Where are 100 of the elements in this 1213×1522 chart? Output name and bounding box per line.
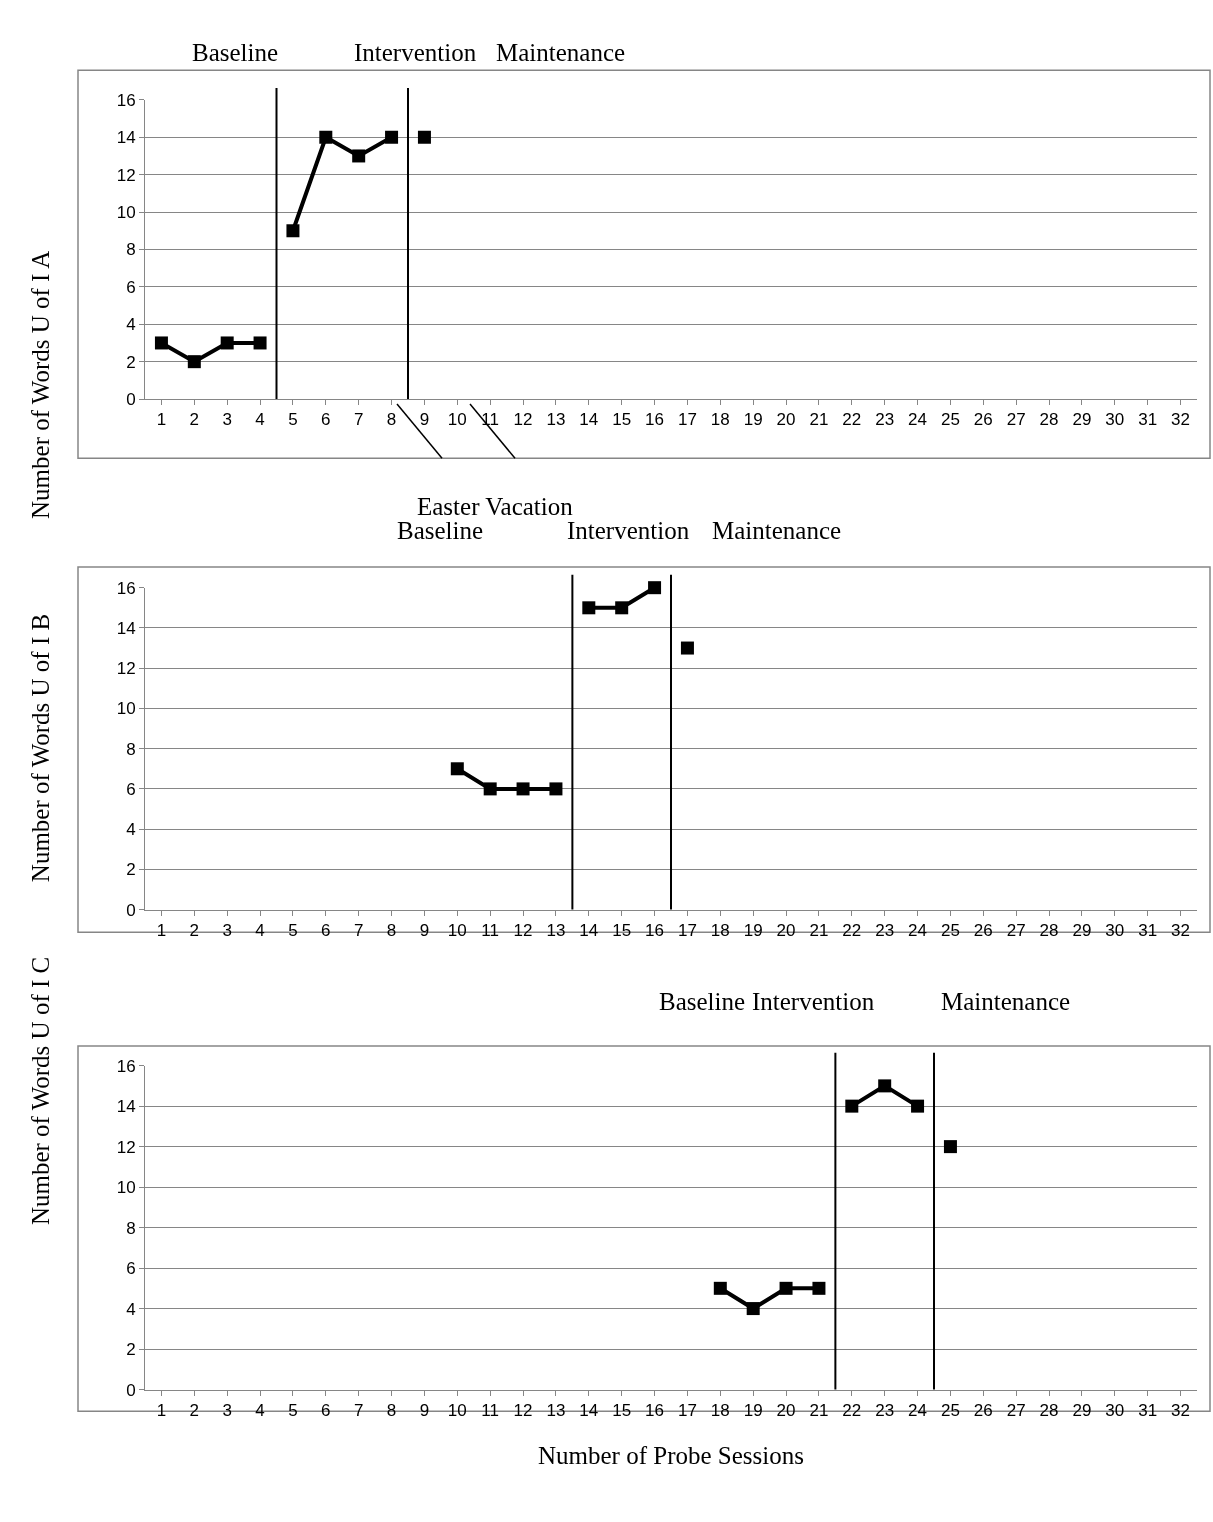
point [878,1079,892,1093]
point [615,601,629,615]
y-tick-label: 16 [116,1056,136,1076]
x-tick-label: 32 [1171,1400,1191,1420]
point [911,1099,925,1113]
y-tick-label: 6 [126,1259,136,1279]
x-tick-label: 31 [1138,1400,1158,1420]
x-tick-label: 21 [809,410,829,430]
x-tick-label: 1 [156,1400,167,1420]
x-tick-label: 25 [940,1400,960,1420]
point [943,1140,957,1154]
x-tick-label: 10 [447,921,467,941]
x-tick-label: 12 [513,410,533,430]
y-axis-title: Number of Words U of I A [27,250,55,519]
x-tick-label: 4 [255,410,265,430]
y-tick-label: 8 [126,240,136,260]
x-tick-label: 13 [546,410,566,430]
y-tick-label: 16 [116,578,136,598]
x-tick-label: 17 [677,921,697,941]
point [352,149,366,163]
x-tick-label: 13 [546,921,566,941]
text: Baseline [397,517,484,544]
y-tick-label: 10 [116,203,136,223]
point [187,355,201,369]
text: Intervention [752,988,875,1015]
x-tick-label: 5 [288,1400,298,1420]
x-tick-label: 15 [612,1400,632,1420]
x-tick-label: 32 [1171,921,1191,941]
text: Intervention [354,39,477,66]
point [713,1281,727,1295]
y-tick-label: 2 [126,860,136,880]
y-tick-label: 12 [116,659,136,679]
point [154,336,168,350]
x-tick-label: 30 [1105,921,1125,941]
x-tick-label: 28 [1039,1400,1059,1420]
x-tick-label: 2 [189,1400,200,1420]
x-axis-title: Number of Probe Sessions [538,1442,804,1469]
x-tick-label: 21 [809,1400,829,1420]
x-tick-label: 6 [321,1400,331,1420]
x-tick-label: 24 [908,1400,928,1420]
point [417,130,431,144]
x-tick-label: 5 [288,410,298,430]
point [385,130,399,144]
x-tick-label: 2 [189,410,200,430]
x-tick-label: 18 [710,921,730,941]
y-tick-label: 4 [126,315,136,335]
x-tick-label: 16 [645,1400,665,1420]
text: Baseline [192,39,279,66]
y-tick-label: 10 [116,1178,136,1198]
x-tick-label: 15 [612,410,632,430]
x-tick-label: 24 [908,410,928,430]
x-tick-label: 24 [908,921,928,941]
point [746,1302,760,1316]
x-tick-label: 20 [776,921,796,941]
y-tick-label: 16 [116,90,136,110]
x-tick-label: 30 [1105,410,1125,430]
point [648,581,662,595]
x-tick-label: 5 [288,921,298,941]
x-tick-label: 12 [513,1400,533,1420]
x-tick-label: 8 [386,921,397,941]
x-tick-label: 26 [973,921,993,941]
y-tick-label: 6 [126,277,136,297]
x-tick-label: 31 [1138,410,1158,430]
y-axis-title: Number of Words U of I B [26,613,54,883]
point [812,1281,826,1295]
y-tick-label: 14 [116,128,136,148]
x-tick-label: 17 [677,1400,697,1420]
x-tick-label: 27 [1006,1400,1026,1420]
y-tick-label: 10 [116,699,136,719]
x-tick-label: 23 [875,410,895,430]
x-tick-label: 23 [875,921,895,941]
x-tick-label: 7 [353,410,364,430]
point [516,782,530,796]
point [549,782,563,796]
x-tick-label: 4 [255,921,265,941]
x-tick-label: 14 [579,921,599,941]
text: Easter Vacation [417,493,574,520]
x-tick-label: 18 [710,410,730,430]
x-tick-label: 25 [940,410,960,430]
x-tick-label: 28 [1039,921,1059,941]
y-tick-label: 0 [126,390,136,410]
y-tick-label: 14 [116,618,136,638]
x-tick-label: 27 [1006,410,1026,430]
x-tick-label: 20 [776,1400,796,1420]
x-tick-label: 23 [875,1400,895,1420]
x-tick-label: 6 [321,921,331,941]
x-tick-label: 10 [447,410,467,430]
x-tick-label: 15 [612,921,632,941]
point [253,336,267,350]
point [319,130,333,144]
x-tick-label: 16 [645,410,665,430]
x-tick-label: 14 [579,1400,599,1420]
y-tick-label: 0 [126,1380,136,1400]
x-tick-label: 3 [222,410,232,430]
x-tick-label: 29 [1072,410,1092,430]
x-tick-label: 4 [255,1400,265,1420]
x-tick-label: 8 [386,410,397,430]
x-tick-label: 13 [546,1400,566,1420]
point [483,782,497,796]
x-tick-label: 16 [645,921,665,941]
